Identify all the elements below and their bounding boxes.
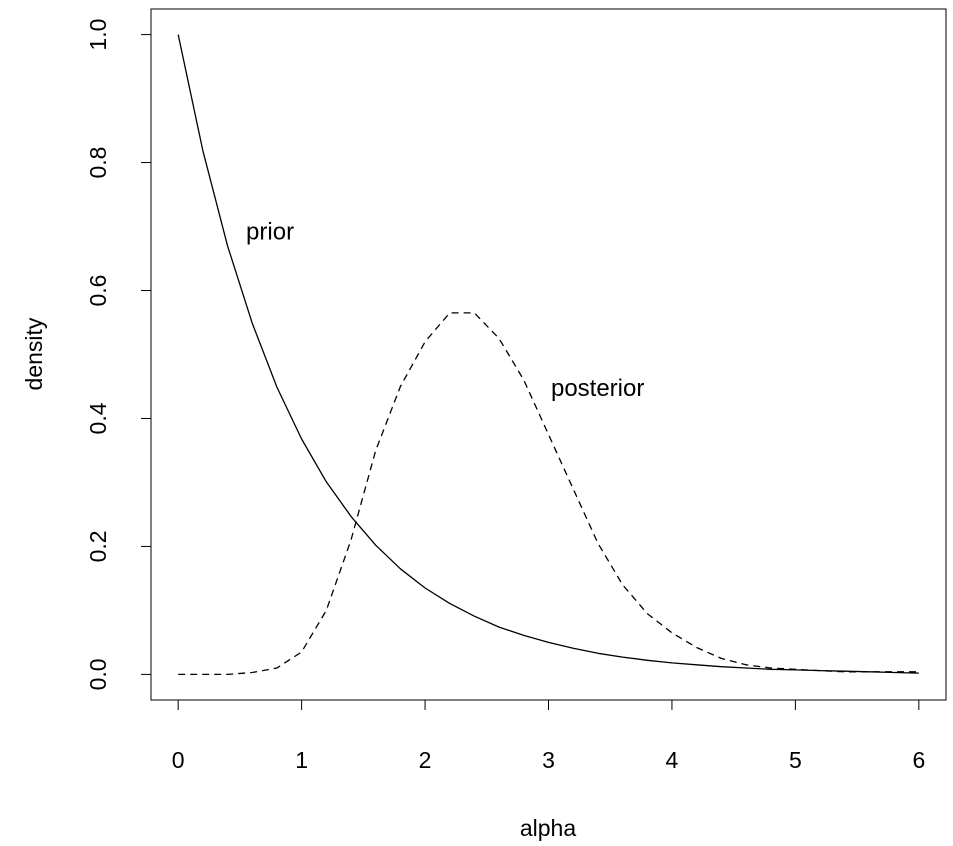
annotation-layer: prior posterior [246, 218, 644, 402]
series-line-posterior [178, 312, 919, 676]
y-tick-label: 1.0 [85, 19, 111, 51]
x-tick-label: 2 [419, 747, 432, 773]
x-tick-label: 5 [789, 747, 802, 773]
plot-box [150, 8, 947, 701]
series-layer [177, 34, 919, 676]
x-tick-label: 4 [666, 747, 679, 773]
x-axis-label: alpha [520, 815, 576, 841]
y-tick-label: 0.8 [85, 147, 111, 179]
y-tick-label: 0.2 [85, 530, 111, 562]
x-tick-label: 3 [542, 747, 555, 773]
x-tick-label: 0 [172, 747, 185, 773]
annotation-prior: prior [246, 218, 294, 245]
x-tick-label: 1 [295, 747, 308, 773]
annotation-posterior: posterior [551, 375, 644, 402]
x-axis: 0 1 2 3 4 5 6 [172, 699, 925, 773]
y-axis-label: density [21, 317, 47, 390]
series-line-prior [177, 34, 919, 674]
x-tick-label: 6 [912, 747, 925, 773]
y-axis: 0.0 0.2 0.4 0.6 0.8 1.0 [85, 19, 152, 690]
y-tick-label: 0.4 [85, 402, 111, 434]
y-tick-label: 0.0 [85, 658, 111, 690]
y-tick-label: 0.6 [85, 275, 111, 307]
